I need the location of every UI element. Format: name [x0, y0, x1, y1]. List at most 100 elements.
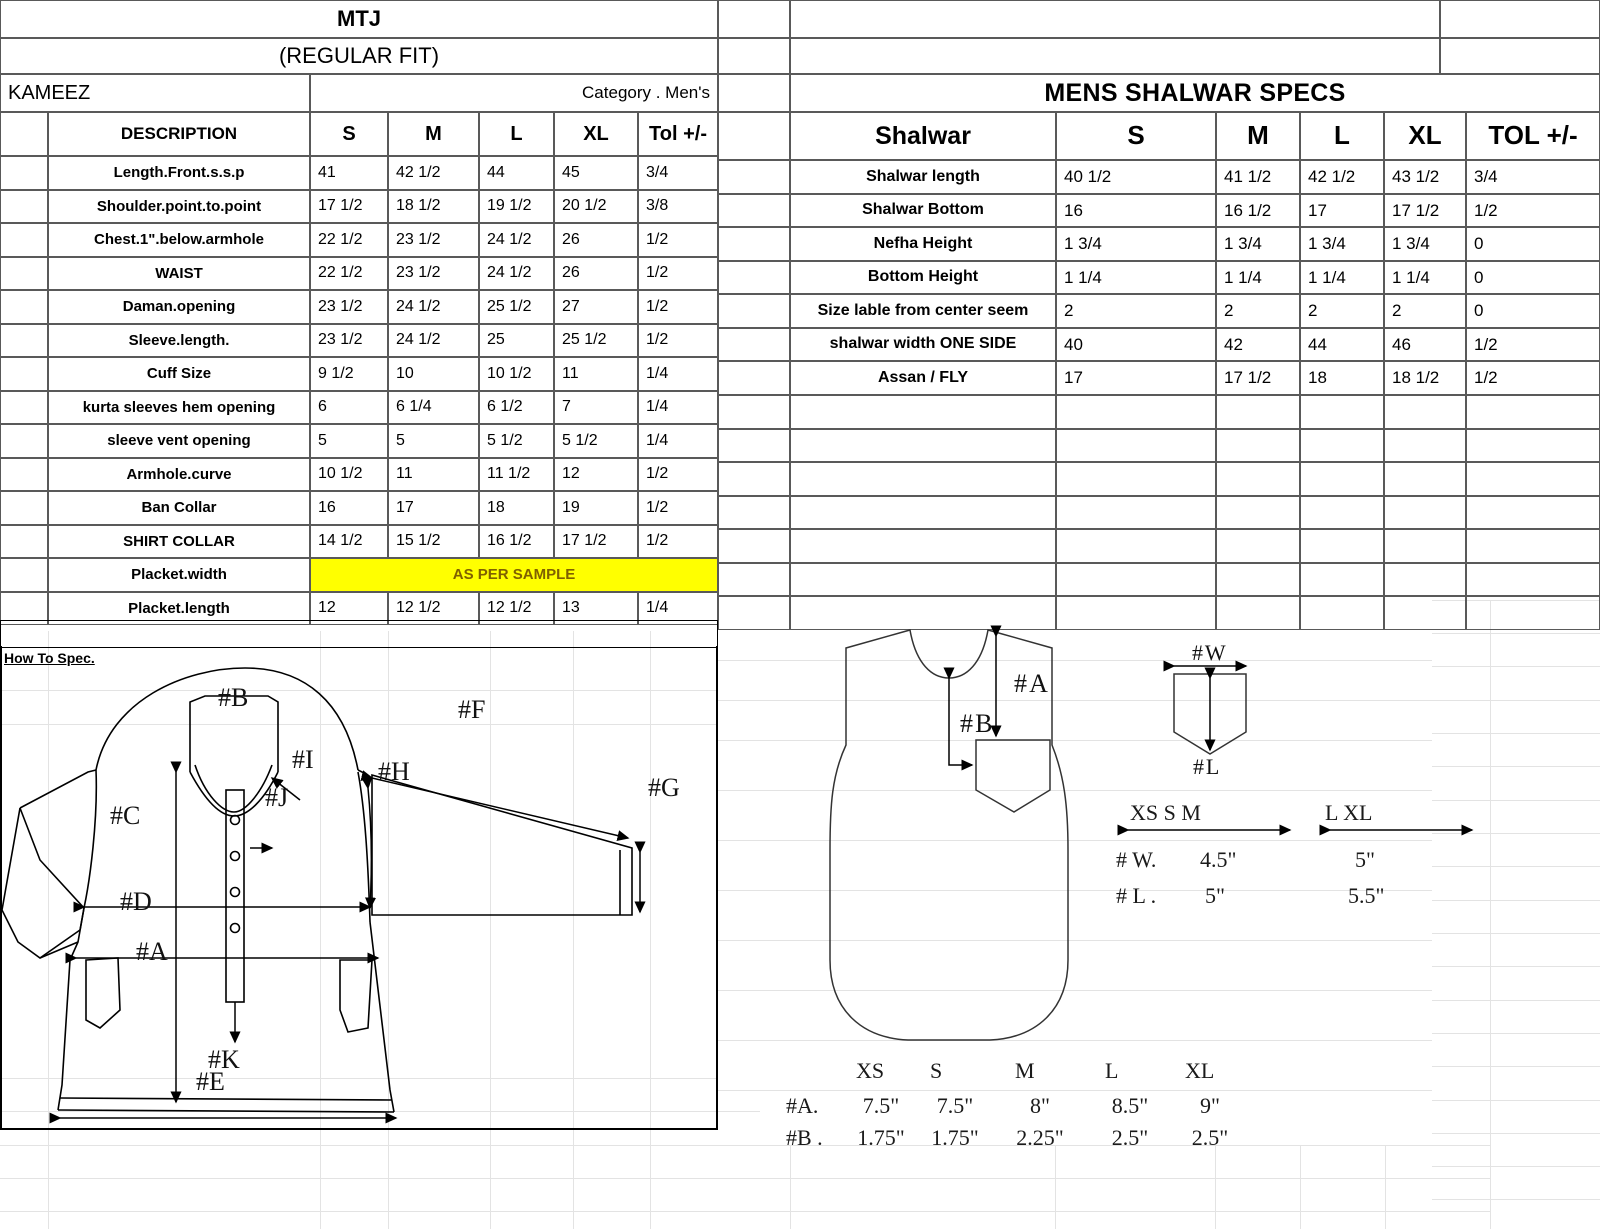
- kameez-cell-tol: 3/8: [638, 190, 718, 223]
- kameez-row-index-cell: [0, 357, 48, 391]
- empty-cell: [718, 496, 790, 529]
- empty-cell: [790, 563, 1056, 596]
- shalwar-col-m: M: [1216, 112, 1300, 160]
- shalwar-cell-s: 1 1/4: [1056, 261, 1216, 294]
- callout-k-label: #K: [208, 1045, 240, 1074]
- kameez-cell-l: 24 1/2: [479, 223, 554, 257]
- empty-cell: [1300, 462, 1384, 496]
- kameez-cell-tol: 1/2: [638, 257, 718, 290]
- kameez-row-index-cell: [0, 391, 48, 424]
- shalwar-cell-xl: 2: [1384, 294, 1466, 328]
- shalwar-col-l: L: [1300, 112, 1384, 160]
- shalwar-cell-l: 1 1/4: [1300, 261, 1384, 294]
- kameez-cell-xl: 25 1/2: [554, 324, 638, 357]
- placement-value-1-2: 2.25": [1016, 1125, 1064, 1150]
- kameez-cell-m: 23 1/2: [388, 257, 479, 290]
- kameez-row-index-cell: [0, 257, 48, 290]
- pocket-size-row-w-label: # W.: [1116, 847, 1157, 872]
- empty-cell: [0, 112, 48, 156]
- kameez-cell-tol: 1/2: [638, 458, 718, 491]
- empty-cell: [1384, 563, 1466, 596]
- kameez-cell-s: 12: [310, 592, 388, 625]
- kameez-cell-l: 18: [479, 491, 554, 525]
- empty-cell: [1056, 462, 1216, 496]
- kameez-row-label: Placket.width: [48, 558, 310, 592]
- kameez-row-label: WAIST: [48, 257, 310, 290]
- empty-cell: [1216, 395, 1300, 429]
- empty-cell: [1440, 38, 1600, 74]
- pocket-size-group-arrows: [1117, 820, 1480, 844]
- kameez-cell-m: 11: [388, 458, 479, 491]
- shalwar-cell-xl: 43 1/2: [1384, 160, 1466, 194]
- how-to-spec-spacer: [0, 620, 718, 648]
- kameez-cell-m: 6 1/4: [388, 391, 479, 424]
- shalwar-cell-m: 1 3/4: [1216, 227, 1300, 261]
- kameez-row-label: sleeve vent opening: [48, 424, 310, 458]
- shalwar-cell-m: 42: [1216, 328, 1300, 361]
- shalwar-row-index-cell: [718, 194, 790, 227]
- kameez-cell-m: 17: [388, 491, 479, 525]
- empty-cell: [718, 38, 790, 74]
- empty-cell: [1056, 429, 1216, 462]
- shalwar-cell-m: 16 1/2: [1216, 194, 1300, 227]
- empty-cell: [1300, 395, 1384, 429]
- shalwar-specs-title: MENS SHALWAR SPECS: [790, 74, 1600, 112]
- kameez-cell-s: 17 1/2: [310, 190, 388, 223]
- empty-cell: [790, 0, 1440, 38]
- empty-cell: [718, 112, 790, 160]
- kameez-row-label: Ban Collar: [48, 491, 310, 525]
- empty-cell: [790, 462, 1056, 496]
- kameez-cell-s: 16: [310, 491, 388, 525]
- callout-d-label: #D: [120, 887, 152, 916]
- kameez-row-label: Armhole.curve: [48, 458, 310, 491]
- garment-label: KAMEEZ: [0, 74, 310, 112]
- kameez-cell-m: 24 1/2: [388, 324, 479, 357]
- empty-cell: [1300, 563, 1384, 596]
- empty-cell: [790, 429, 1056, 462]
- shalwar-cell-l: 2: [1300, 294, 1384, 328]
- kameez-cell-m: 18 1/2: [388, 190, 479, 223]
- empty-cell: [1384, 496, 1466, 529]
- kameez-row-index-cell: [0, 223, 48, 257]
- kameez-cell-m: 42 1/2: [388, 156, 479, 190]
- empty-cell: [1466, 462, 1600, 496]
- kameez-cell-tol: 1/4: [638, 592, 718, 625]
- kameez-row-index-cell: [0, 491, 48, 525]
- empty-cell: [1300, 596, 1384, 630]
- empty-cell: [718, 563, 790, 596]
- shalwar-row-index-cell: [718, 361, 790, 395]
- empty-cell: [718, 429, 790, 462]
- placement-value-0-3: 8.5": [1111, 1093, 1149, 1118]
- kameez-cell-m: 23 1/2: [388, 223, 479, 257]
- kameez-cell-xl: 7: [554, 391, 638, 424]
- empty-cell: [1384, 529, 1466, 563]
- kameez-cell-xl: 20 1/2: [554, 190, 638, 223]
- kameez-cell-s: 10 1/2: [310, 458, 388, 491]
- empty-cell: [1384, 462, 1466, 496]
- shalwar-col-tol: TOL +/-: [1466, 112, 1600, 160]
- pocket-size-group-right: L XL: [1325, 800, 1373, 825]
- empty-cell: [1466, 596, 1600, 630]
- how-to-spec-label: How To Spec.: [4, 650, 95, 666]
- pocket-size-group-left: XS S M: [1130, 800, 1201, 825]
- kameez-cell-s: 23 1/2: [310, 290, 388, 324]
- empty-cell: [718, 74, 790, 112]
- placement-size-header-l: L: [1105, 1058, 1119, 1083]
- how-to-spec-frame: [0, 646, 718, 1130]
- kameez-cell-l: 25: [479, 324, 554, 357]
- callout-e-label: #E: [196, 1067, 225, 1096]
- pocket-size-row-w-right: 5": [1355, 847, 1375, 872]
- kameez-cell-s: 23 1/2: [310, 324, 388, 357]
- shalwar-cell-s: 17: [1056, 361, 1216, 395]
- shalwar-cell-l: 44: [1300, 328, 1384, 361]
- empty-cell: [1056, 596, 1216, 630]
- placement-row-label-0: #A.: [786, 1093, 819, 1118]
- empty-cell: [1384, 395, 1466, 429]
- empty-cell: [1300, 429, 1384, 462]
- shalwar-cell-tol: 1/2: [1466, 361, 1600, 395]
- kameez-cell-tol: 1/2: [638, 223, 718, 257]
- shalwar-row-index-cell: [718, 160, 790, 194]
- fit-title: (REGULAR FIT): [0, 38, 718, 74]
- kameez-row-index-cell: [0, 324, 48, 357]
